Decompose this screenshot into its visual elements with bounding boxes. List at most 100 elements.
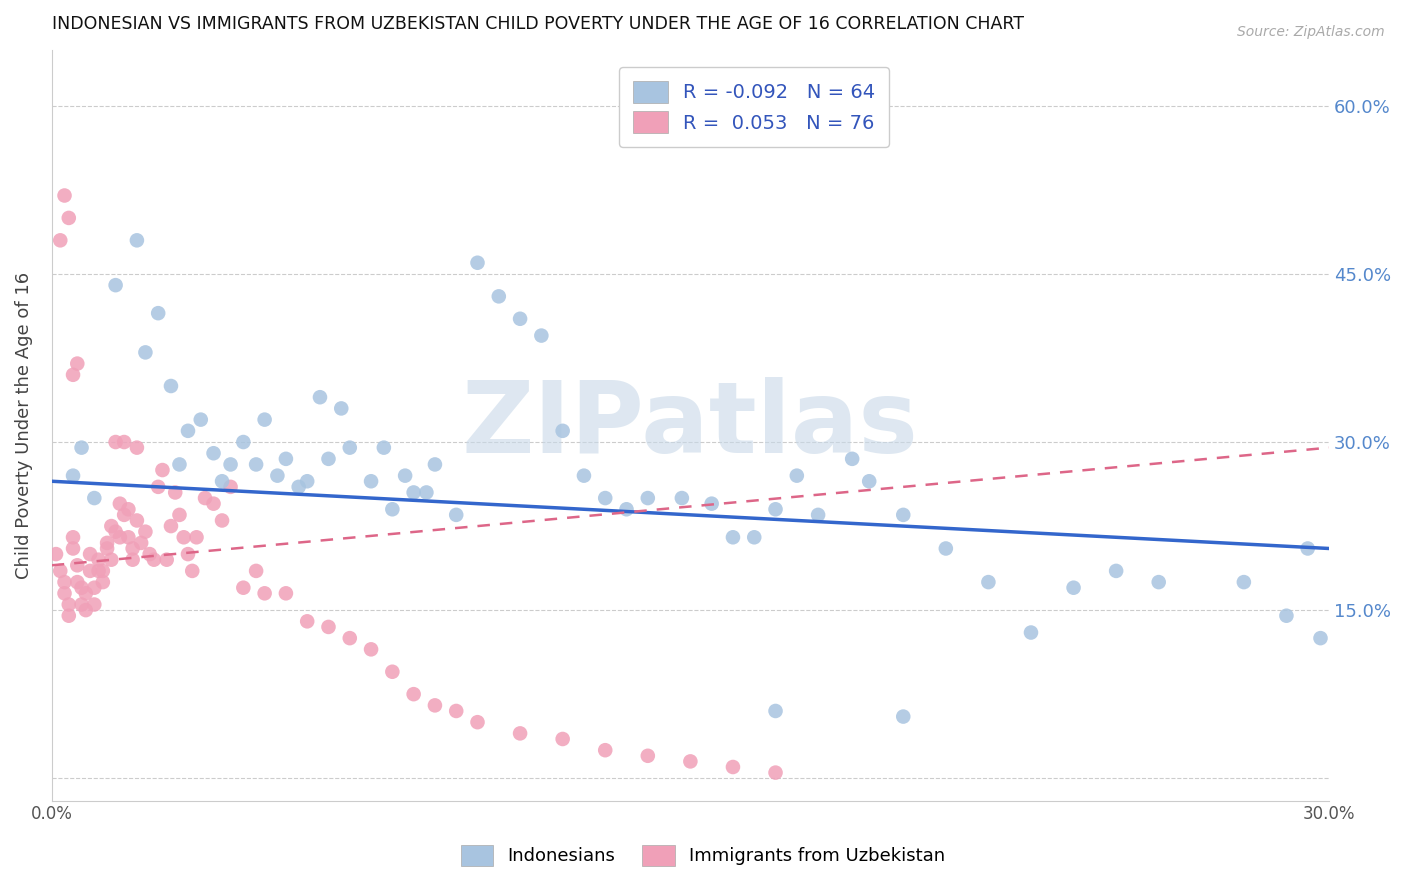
Point bbox=[274, 586, 297, 600]
Point bbox=[83, 581, 105, 595]
Point bbox=[108, 497, 131, 511]
Point bbox=[509, 726, 531, 740]
Point bbox=[509, 311, 531, 326]
Point bbox=[148, 306, 170, 320]
Point bbox=[177, 424, 200, 438]
Point bbox=[402, 687, 425, 701]
Point bbox=[194, 491, 217, 505]
Point bbox=[173, 530, 195, 544]
Point bbox=[104, 435, 127, 450]
Point bbox=[121, 541, 143, 556]
Point bbox=[423, 458, 446, 472]
Point bbox=[274, 451, 297, 466]
Point bbox=[190, 412, 212, 426]
Point bbox=[96, 536, 118, 550]
Point bbox=[79, 547, 101, 561]
Text: INDONESIAN VS IMMIGRANTS FROM UZBEKISTAN CHILD POVERTY UNDER THE AGE OF 16 CORRE: INDONESIAN VS IMMIGRANTS FROM UZBEKISTAN… bbox=[52, 15, 1024, 33]
Point bbox=[287, 480, 309, 494]
Point bbox=[219, 458, 242, 472]
Point bbox=[70, 441, 93, 455]
Point bbox=[807, 508, 830, 522]
Point bbox=[858, 475, 880, 489]
Point bbox=[125, 513, 148, 527]
Point bbox=[62, 541, 84, 556]
Point bbox=[765, 765, 787, 780]
Point bbox=[381, 502, 404, 516]
Point bbox=[1296, 541, 1319, 556]
Point bbox=[253, 586, 276, 600]
Point bbox=[96, 541, 118, 556]
Point bbox=[381, 665, 404, 679]
Point bbox=[62, 368, 84, 382]
Point bbox=[444, 508, 467, 522]
Point bbox=[841, 451, 863, 466]
Point bbox=[129, 536, 152, 550]
Point bbox=[309, 390, 332, 404]
Point bbox=[295, 615, 318, 629]
Point bbox=[593, 491, 616, 505]
Point bbox=[148, 480, 170, 494]
Point bbox=[112, 508, 135, 522]
Point bbox=[765, 502, 787, 516]
Y-axis label: Child Poverty Under the Age of 16: Child Poverty Under the Age of 16 bbox=[15, 272, 32, 579]
Point bbox=[266, 468, 288, 483]
Point bbox=[75, 603, 97, 617]
Point bbox=[49, 233, 72, 247]
Point bbox=[1105, 564, 1128, 578]
Point bbox=[339, 441, 361, 455]
Point bbox=[83, 491, 105, 505]
Point bbox=[1275, 608, 1298, 623]
Point bbox=[91, 564, 114, 578]
Point bbox=[700, 497, 723, 511]
Point bbox=[160, 519, 183, 533]
Point bbox=[142, 552, 165, 566]
Point bbox=[467, 715, 489, 730]
Point bbox=[70, 581, 93, 595]
Point bbox=[169, 508, 191, 522]
Point bbox=[671, 491, 693, 505]
Point bbox=[87, 564, 110, 578]
Point bbox=[360, 642, 382, 657]
Point bbox=[616, 502, 638, 516]
Point bbox=[138, 547, 160, 561]
Point bbox=[444, 704, 467, 718]
Point bbox=[1063, 581, 1085, 595]
Point bbox=[765, 704, 787, 718]
Point bbox=[104, 524, 127, 539]
Point bbox=[70, 598, 93, 612]
Point bbox=[742, 530, 765, 544]
Point bbox=[100, 552, 122, 566]
Point bbox=[66, 558, 89, 573]
Point bbox=[245, 458, 267, 472]
Point bbox=[1309, 631, 1331, 645]
Point bbox=[66, 575, 89, 590]
Point bbox=[1147, 575, 1170, 590]
Point bbox=[318, 620, 340, 634]
Point bbox=[117, 530, 139, 544]
Point bbox=[160, 379, 183, 393]
Point bbox=[219, 480, 242, 494]
Point bbox=[186, 530, 208, 544]
Point bbox=[891, 709, 914, 723]
Point bbox=[253, 412, 276, 426]
Point bbox=[83, 598, 105, 612]
Point bbox=[58, 598, 80, 612]
Legend: Indonesians, Immigrants from Uzbekistan: Indonesians, Immigrants from Uzbekistan bbox=[449, 832, 957, 879]
Legend: R = -0.092   N = 64, R =  0.053   N = 76: R = -0.092 N = 64, R = 0.053 N = 76 bbox=[619, 67, 889, 147]
Point bbox=[721, 530, 744, 544]
Point bbox=[786, 468, 808, 483]
Point bbox=[935, 541, 957, 556]
Point bbox=[977, 575, 1000, 590]
Point bbox=[202, 497, 225, 511]
Point bbox=[373, 441, 395, 455]
Point bbox=[49, 564, 72, 578]
Point bbox=[415, 485, 437, 500]
Point bbox=[467, 256, 489, 270]
Point bbox=[62, 530, 84, 544]
Point bbox=[232, 435, 254, 450]
Point bbox=[637, 748, 659, 763]
Text: Source: ZipAtlas.com: Source: ZipAtlas.com bbox=[1237, 25, 1385, 39]
Point bbox=[91, 575, 114, 590]
Point bbox=[165, 485, 187, 500]
Point bbox=[181, 564, 204, 578]
